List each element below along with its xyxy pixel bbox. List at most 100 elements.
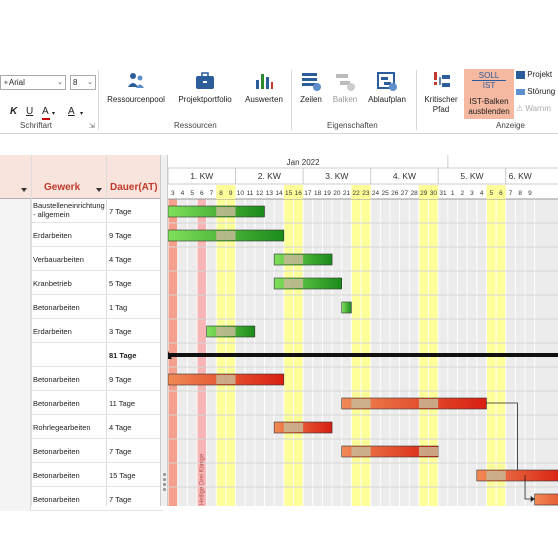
column-header-gewerk[interactable]: Gewerk — [44, 182, 81, 193]
projektportfolio-button[interactable]: Projektportfolio — [174, 70, 236, 105]
gantt-bar[interactable] — [273, 253, 333, 266]
weekend-day-header — [351, 185, 361, 199]
ablaufplan-button[interactable]: Ablaufplan — [365, 70, 409, 105]
day-label: 6 — [200, 190, 204, 197]
table-row[interactable]: Baustelleneinrichtung - allgemein 7 Tage — [0, 199, 163, 223]
grip-dot — [163, 478, 166, 481]
font-size-value: 8 — [73, 78, 78, 87]
row-index-cell — [0, 439, 31, 463]
gantt-bar-weekend-segment — [361, 399, 371, 408]
day-label: 3 — [470, 190, 474, 197]
weekend-day-header — [361, 185, 371, 199]
weekend-day-header — [486, 185, 497, 199]
gantt-bar[interactable] — [273, 421, 333, 434]
row-index-cell — [0, 223, 31, 247]
day-label: 30 — [430, 190, 438, 197]
dauer-cell: 11 Tage — [109, 399, 135, 408]
gantt-bar[interactable] — [273, 277, 343, 290]
italic-button[interactable]: K — [10, 106, 18, 117]
gantt-bar-weekend-segment — [293, 423, 304, 432]
font-name-select[interactable]: ✶Arial ⌄ — [0, 75, 66, 90]
summary-bar[interactable] — [168, 353, 558, 357]
dialog-launcher-icon[interactable]: ⇲ — [89, 123, 95, 130]
soll-label: SOLL — [472, 71, 506, 81]
gantt-bar-weekend-segment — [418, 447, 429, 456]
gantt-bar-weekend-segment — [216, 231, 226, 240]
kritischer-pfad-button[interactable]: Kritischer Pfad — [420, 70, 462, 115]
table-row[interactable]: Betonarbeiten 11 Tage — [0, 391, 163, 415]
grip-dot — [163, 483, 166, 486]
day-label: 15 — [285, 190, 293, 197]
table-row[interactable]: 81 Tage — [0, 343, 163, 367]
table-row[interactable]: Kranbetrieb 5 Tage — [0, 271, 163, 295]
auswerten-button[interactable]: Auswerten — [243, 70, 285, 105]
day-label: 25 — [382, 190, 390, 197]
dauer-cell: 15 Tage — [109, 471, 136, 480]
dauer-cell: 3 Tage — [109, 327, 132, 336]
weekend-column — [351, 199, 361, 506]
bars-settings-icon — [334, 70, 356, 92]
column-divider — [106, 155, 107, 506]
row-index-cell — [0, 367, 31, 391]
rows-settings-icon — [300, 70, 322, 92]
gantt-bar-weekend-segment — [486, 471, 497, 480]
day-label: 9 — [528, 190, 532, 197]
font-size-select[interactable]: 8 ⌄ — [70, 75, 96, 90]
row-index-cell — [0, 463, 31, 487]
chevron-down-icon[interactable] — [96, 188, 102, 192]
table-row[interactable]: Erdarbeiten 3 Tage — [0, 319, 163, 343]
projekt-toggle[interactable]: Projekt — [516, 70, 552, 79]
gantt-bar[interactable] — [341, 397, 487, 410]
table-row[interactable]: Betonarbeiten 15 Tage — [0, 463, 163, 487]
day-label: 19 — [324, 190, 332, 197]
group-label-ressourcen: Ressourcen — [174, 121, 217, 130]
warnm-toggle[interactable]: ⚠ Warnm — [516, 104, 551, 113]
gantt-bar[interactable] — [341, 445, 439, 458]
group-separator — [98, 70, 99, 130]
table-row[interactable]: Rohrlegearbeiten 4 Tage — [0, 415, 163, 439]
balken-button[interactable]: Balken — [330, 70, 360, 105]
project-icon — [516, 70, 525, 79]
kritischer-pfad-label-2: Pfad — [432, 105, 450, 114]
summary-bar-start-marker — [168, 351, 172, 359]
briefcase-icon — [194, 70, 216, 92]
table-row[interactable]: Erdarbeiten 9 Tage — [0, 223, 163, 247]
day-label: 23 — [362, 190, 370, 197]
group-label-anzeige: Anzeige — [496, 121, 525, 130]
table-row[interactable]: Verbauarbeiten 4 Tage — [0, 247, 163, 271]
weekend-day-header — [418, 185, 429, 199]
row-index-cell — [0, 487, 31, 511]
day-label: 9 — [229, 190, 233, 197]
underline-button[interactable]: U — [26, 106, 34, 117]
gantt-bar[interactable] — [476, 469, 558, 482]
gantt-bar-weekend-segment — [216, 375, 226, 384]
day-label: 14 — [275, 190, 283, 197]
column-header-dauer[interactable]: Dauer(AT) — [110, 182, 158, 193]
zeilen-button[interactable]: Zeilen — [296, 70, 326, 105]
gantt-bar-weekend-segment — [216, 207, 226, 216]
gewerk-cell: Betonarbeiten — [33, 375, 80, 384]
font-color-button[interactable]: A — [68, 106, 75, 117]
row-index-cell — [0, 391, 31, 415]
row-index-cell — [0, 415, 31, 439]
weekend-day-header — [283, 185, 294, 199]
table-row[interactable]: Betonarbeiten 7 Tage — [0, 439, 163, 463]
ressourcenpool-button[interactable]: Ressourcenpool — [106, 70, 166, 105]
day-label: 7 — [210, 190, 214, 197]
chevron-down-icon[interactable] — [21, 188, 27, 192]
table-row[interactable]: Betonarbeiten 1 Tag — [0, 295, 163, 319]
weekend-column — [216, 199, 226, 506]
table-row[interactable]: Betonarbeiten 7 Tage — [0, 487, 163, 511]
gantt-bar[interactable] — [534, 493, 558, 506]
gantt-bar[interactable] — [341, 301, 352, 314]
dauer-cell: 7 Tage — [109, 207, 132, 216]
week-label: 3. KW — [325, 171, 348, 181]
table-row[interactable]: Betonarbeiten 9 Tage — [0, 367, 163, 391]
gantt-bar-weekend-segment — [496, 471, 506, 480]
stoerung-toggle[interactable]: Störung — [516, 87, 555, 96]
pane-splitter[interactable] — [160, 155, 168, 506]
arrow-head — [530, 496, 535, 502]
ist-balken-ausblenden-button[interactable]: SOLL IST IST-Balken ausblenden — [464, 69, 514, 119]
day-label: 8 — [518, 190, 522, 197]
text-color-button[interactable]: A — [42, 106, 49, 117]
